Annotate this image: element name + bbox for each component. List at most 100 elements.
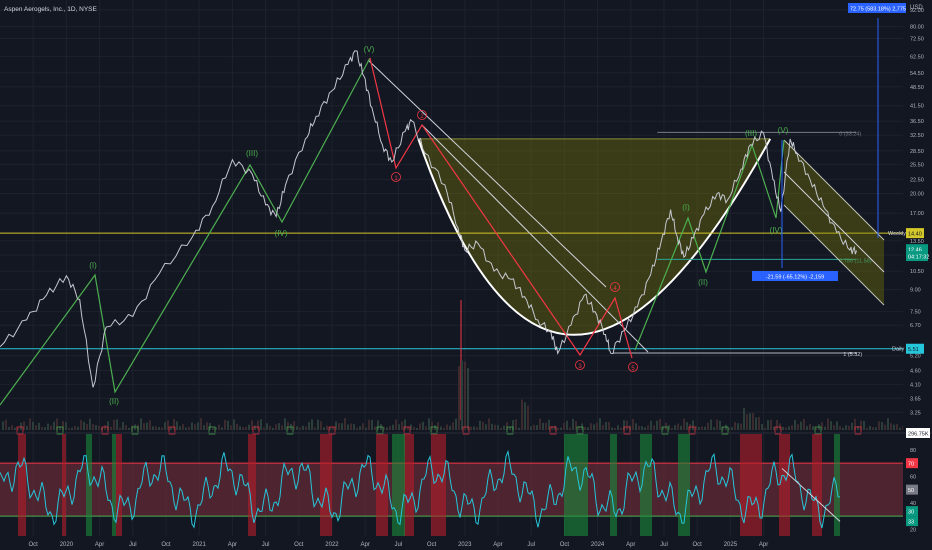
- wave-label-green: (I): [682, 203, 690, 212]
- volume-bar: [656, 420, 658, 430]
- volume-bar: [626, 420, 628, 430]
- volume-bar: [878, 421, 880, 430]
- volume-bar: [392, 424, 394, 430]
- earnings-marker[interactable]: [101, 426, 109, 435]
- volume-bar: [236, 423, 238, 430]
- dividend-marker[interactable]: [56, 426, 64, 435]
- volume-bar: [614, 427, 616, 430]
- dividend-marker[interactable]: [286, 426, 294, 435]
- volume-bar: [515, 419, 517, 430]
- price-axis-tick: 5.20: [910, 354, 921, 360]
- volume-bar: [170, 427, 172, 430]
- volume-bar: [179, 426, 181, 430]
- daily-price-tag: 5.51: [906, 343, 924, 354]
- price-series-line[interactable]: [0, 50, 857, 388]
- volume-bar: [332, 426, 334, 430]
- volume-bar: [239, 426, 241, 430]
- volume-bar: [341, 423, 343, 430]
- volume-bar: [119, 427, 121, 430]
- price-axis-tick: 48.50: [910, 85, 924, 91]
- volume-bar: [323, 427, 325, 430]
- volume-bar: [590, 423, 592, 430]
- fib-label-1: 1 (5.32): [843, 352, 862, 358]
- rsi-zones: [18, 434, 840, 536]
- price-axis-tick: 9.00: [910, 288, 921, 294]
- volume-bar: [743, 408, 745, 430]
- volume-bar: [899, 427, 901, 430]
- volume-bar: [536, 425, 538, 430]
- rsi-overbought-zone: [320, 434, 332, 536]
- rsi-overbought-zone: [812, 434, 822, 536]
- volume-bar: [110, 426, 112, 430]
- dividend-marker[interactable]: [661, 426, 669, 435]
- volume-bar: [167, 420, 169, 430]
- wave-label-red-text: 1: [394, 176, 398, 182]
- volume-bar: [425, 426, 427, 430]
- earnings-marker[interactable]: [688, 426, 696, 435]
- earnings-marker[interactable]: [168, 426, 176, 435]
- volume-bar: [125, 425, 127, 430]
- volume-bar: [275, 424, 277, 430]
- volume-bar: [161, 427, 163, 430]
- volume-bar: [83, 421, 85, 430]
- time-axis-tick: Oct: [560, 542, 570, 548]
- volume-bar: [524, 402, 526, 430]
- earnings-marker[interactable]: [774, 426, 782, 435]
- price-axis-tick: 92.00: [910, 8, 924, 14]
- volume-bars: [2, 360, 904, 430]
- rsi-oversold-zone: [112, 434, 116, 536]
- rsi-value-tag-bg: [906, 516, 918, 527]
- last-price-tag-text: 12.46: [908, 248, 922, 254]
- rsi-overbought-zone: [431, 434, 446, 536]
- volume-bar: [116, 419, 118, 430]
- volume-bar: [416, 427, 418, 430]
- volume-bar: [89, 418, 91, 430]
- volume-bar: [53, 421, 55, 430]
- volume-bar: [839, 425, 841, 430]
- volume-bar: [356, 427, 358, 430]
- volume-bar: [182, 424, 184, 430]
- time-axis-tick: Jul: [527, 542, 535, 548]
- earnings-marker[interactable]: [623, 426, 631, 435]
- rsi-overbought-zone: [116, 434, 122, 536]
- dividend-marker[interactable]: [131, 426, 139, 435]
- volume-bar: [683, 418, 685, 430]
- dividend-marker[interactable]: [721, 426, 729, 435]
- wave-label-ring: [391, 172, 401, 182]
- earnings-marker[interactable]: [549, 426, 557, 435]
- earnings-marker[interactable]: [462, 426, 470, 435]
- volume-bar: [566, 420, 568, 430]
- volume-bar: [587, 427, 589, 430]
- time-axis-tick: 2025: [724, 542, 738, 548]
- elliott-impulse-green: [0, 57, 371, 406]
- wave-label-green: (V): [364, 45, 375, 54]
- volume-bar: [824, 426, 826, 430]
- earnings-marker[interactable]: [854, 426, 862, 435]
- dividend-marker[interactable]: [208, 426, 216, 435]
- volume-bar: [251, 420, 253, 430]
- time-axis-tick: 2021: [193, 542, 207, 548]
- volume-bar: [197, 422, 199, 430]
- volume-bar: [866, 427, 868, 430]
- rsi-50-tag: 50: [906, 484, 918, 495]
- volume-bar: [758, 417, 760, 430]
- price-axis-tick: 3.65: [910, 396, 921, 402]
- volume-bar: [188, 426, 190, 430]
- time-axis-tick: Oct: [427, 542, 437, 548]
- wave-label-green: (II): [109, 397, 119, 406]
- measure-box: -21.59 (-65.12%) -2,159: [752, 271, 838, 281]
- volume-bar: [602, 425, 604, 430]
- wave-label-red-text: 4: [613, 286, 617, 292]
- volume-bar: [497, 424, 499, 430]
- volume-bar: [578, 426, 580, 430]
- volume-bar: [485, 424, 487, 430]
- wave-label-green: (IV): [770, 226, 783, 235]
- price-axis-tick: 80.00: [910, 25, 924, 31]
- price-axis-tick: 13.50: [910, 239, 924, 245]
- volume-bar: [884, 424, 886, 430]
- rsi-line[interactable]: [0, 449, 841, 529]
- volume-bar: [716, 419, 718, 430]
- channel-line-lower-2: [783, 204, 885, 306]
- dividend-marker[interactable]: [506, 426, 514, 435]
